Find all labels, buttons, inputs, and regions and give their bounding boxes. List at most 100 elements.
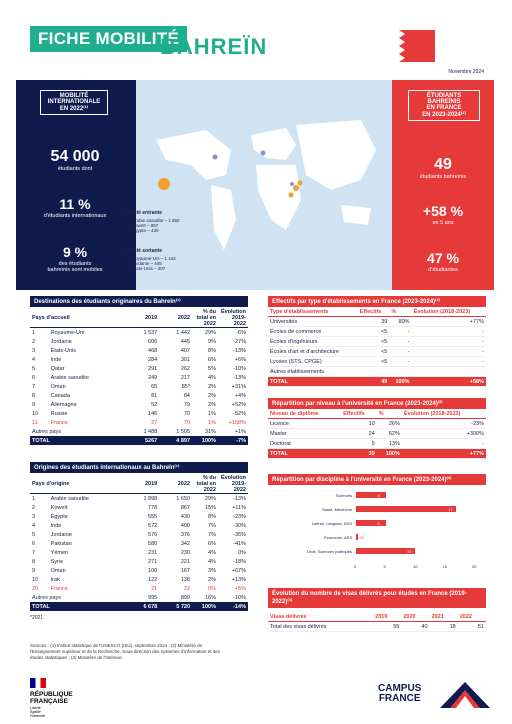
table-cell: Yémen: [50, 549, 69, 556]
destinations-table: Pays d'accueil 2019 2022% du total en 2022…: [30, 308, 248, 445]
table-cell: 5 720: [159, 602, 192, 611]
table-cell: Pakistan: [50, 540, 72, 547]
table-row: 6 Pakistan 580 342 6% -41%: [30, 539, 248, 548]
table-cell: France: [50, 419, 68, 426]
table-cell: 8%: [208, 513, 216, 520]
table-cell: +67%: [231, 567, 246, 574]
table-cell: 100: [148, 567, 158, 574]
stat-total-students: 54 000: [50, 148, 100, 165]
bar-value: <5: [359, 535, 364, 540]
table-cell: Écoles d'ingénieurs: [268, 336, 358, 347]
table-cell: 7: [32, 383, 36, 390]
republique-francaise-logo: RÉPUBLIQUE FRANÇAISE Liberté Égalité Frate…: [30, 678, 73, 718]
table-row: Autres établissements: [268, 366, 486, 377]
table-cell: Arabie saoudite: [50, 495, 89, 502]
table-cell: 5%: [208, 365, 216, 372]
table-cell: 81: [151, 392, 158, 399]
table-row: 9 Allemagne 52 79 2% +52%: [30, 400, 248, 409]
table-cell: 572: [148, 522, 158, 529]
table-cell: 867: [180, 504, 190, 511]
table-cell: 291: [148, 365, 158, 372]
table-cell: 100%: [389, 376, 412, 387]
table-cell: 4 897: [159, 436, 192, 445]
table-cell: 468: [148, 347, 158, 354]
table-row: 2 Koweït 778 867 15% +11%: [30, 503, 248, 512]
table-cell: 445: [180, 338, 190, 345]
motto: Fraternité: [30, 714, 45, 718]
discipline-chart: Sciences 5 Santé, Médecine 17 Lettres, Langu…: [268, 488, 486, 576]
col-header: 2021: [429, 612, 458, 622]
table-cell: -27%: [233, 338, 246, 345]
table-cell: 15%: [204, 504, 216, 511]
legend-out-item: Jordanie – 445: [132, 261, 162, 266]
table-cell: 27: [151, 419, 158, 426]
table-cell: -13%: [233, 374, 246, 381]
table-cell: +4%: [234, 392, 246, 399]
rf-line: RÉPUBLIQUE: [30, 691, 73, 698]
table-row: Lycées (STS, CPGE) <5- -: [268, 356, 486, 367]
table-row: 8 Syrie 271 221 4% -18%: [30, 557, 248, 566]
table-cell: -: [401, 438, 486, 449]
x-tick-label: 5: [383, 564, 386, 569]
col-header: Effectifs: [341, 409, 377, 419]
left-box-line: MOBILITÉ: [59, 93, 89, 99]
bar: [356, 534, 358, 540]
table-cell: 31%: [204, 428, 216, 435]
bar-label: Droit, Sciences politiques: [307, 549, 352, 554]
table-cell: Doctorat: [268, 438, 342, 449]
table-cell: 221: [180, 558, 190, 565]
table-cell: Oman: [50, 383, 66, 390]
table-cell: Koweït: [50, 504, 68, 511]
col-header: Évolution (2018-2023): [411, 307, 486, 317]
table-row: 5 Jordanie 576 376 7% -35%: [30, 530, 248, 539]
table-row-total: TOTAL 5267 4 897 100% -7%: [30, 436, 248, 445]
table-cell: 6: [32, 374, 36, 381]
table-cell: TOTAL: [268, 376, 358, 387]
table-cell: -: [411, 356, 486, 367]
table-cell: Lycées (STS, CPGE): [268, 356, 358, 367]
table-cell: 1 537: [143, 329, 158, 336]
table-cell: 1%: [208, 410, 216, 417]
right-box-line: EN 2023-2024⁽²⁾: [422, 112, 466, 118]
table-row: 6 Arabie saoudite 249 217 4% -13%: [30, 373, 248, 382]
table-cell: 9%: [208, 338, 216, 345]
table-cell: 5: [32, 365, 36, 372]
table-cell: 167: [180, 567, 190, 574]
table-row-total: TOTAL 49 100% +58%: [268, 376, 486, 387]
table-cell: 407: [180, 347, 190, 354]
table-cell: -18%: [233, 558, 246, 565]
visa-cell: 40: [401, 621, 430, 632]
table-cell: 580: [148, 540, 158, 547]
table-cell: 100%: [376, 448, 402, 459]
col-header: Niveau de diplôme: [268, 409, 342, 419]
bar-label: Économie, AES: [324, 535, 352, 540]
col-header: Pays d'origine: [30, 474, 127, 494]
table-cell: 4: [32, 522, 36, 529]
label-line: bahreïnis sont mobiles: [47, 267, 103, 273]
table-cell: 6%: [208, 540, 216, 547]
table-row: 10 Irak 122 138 2% +13%: [30, 575, 248, 584]
stat-fr-students: 49: [434, 156, 452, 173]
right-box: ÉTUDIANTS BAHREÏNIS EN FRANCE EN 2023-20…: [408, 90, 480, 121]
table-cell: Syrie: [50, 558, 64, 565]
table-cell: 271: [148, 558, 158, 565]
table-cell: TOTAL: [30, 602, 127, 611]
table-cell: 70: [183, 419, 190, 426]
t2-title: Origines des étudiants internationaux au…: [30, 462, 248, 473]
table-cell: 284: [148, 356, 158, 363]
table-cell: 5267: [126, 436, 160, 445]
table-cell: 2%: [208, 401, 216, 408]
table-cell: 3: [32, 347, 36, 354]
table-cell: +13%: [231, 576, 246, 583]
table-cell: 10: [32, 576, 39, 583]
table-cell: -14%: [218, 602, 248, 611]
table-cell: 899: [180, 594, 190, 601]
col-header: % du total en 2022: [192, 474, 218, 494]
table-cell: 3%: [208, 567, 216, 574]
x-tick-label: 20: [472, 564, 477, 569]
table-cell: +58%: [411, 376, 486, 387]
table-row: Licence 10 26% -23%: [268, 418, 486, 429]
motto: Liberté: [30, 706, 41, 710]
table-cell: -: [411, 326, 486, 337]
table-cell: 29%: [204, 329, 216, 336]
